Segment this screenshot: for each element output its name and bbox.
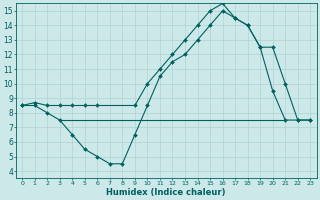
X-axis label: Humidex (Indice chaleur): Humidex (Indice chaleur) xyxy=(107,188,226,197)
